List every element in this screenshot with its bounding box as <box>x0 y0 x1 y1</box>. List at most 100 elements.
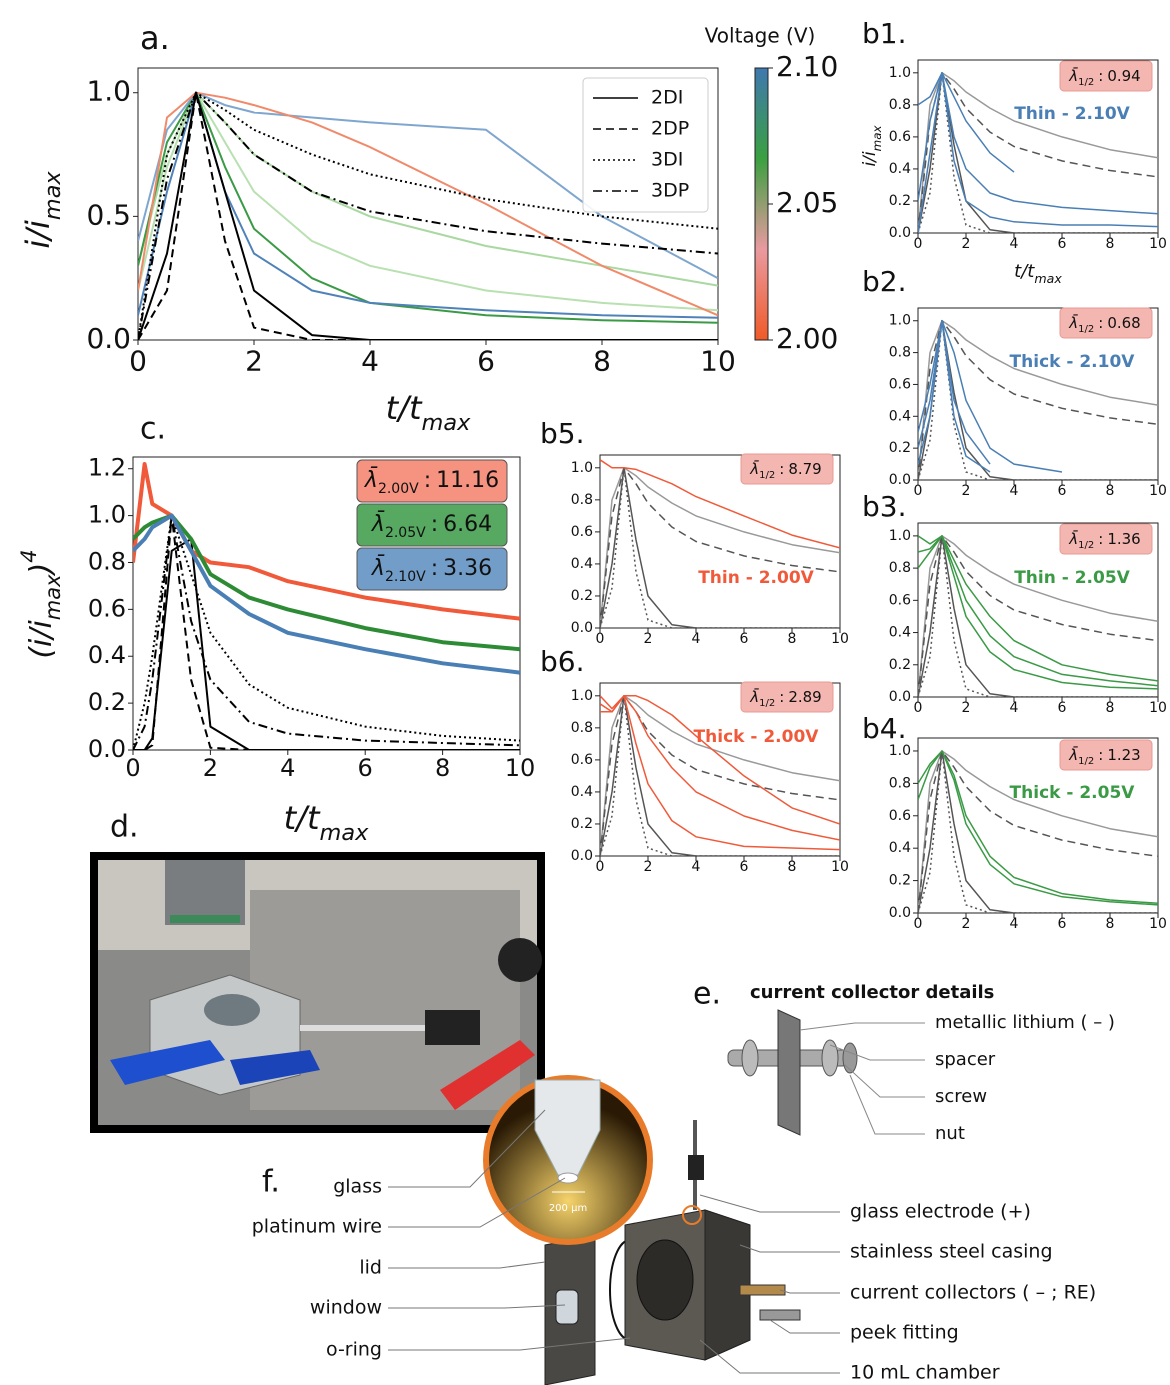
y-tick-label: 0.8 <box>889 97 911 113</box>
annotation: Thick - 2.10V <box>1010 352 1136 372</box>
stat-label: λ̄1/2:2.89 <box>749 687 821 709</box>
x-tick-label: 6 <box>740 631 749 647</box>
x-tick-label: 8 <box>1106 483 1115 499</box>
stat-symbol: λ̄ <box>371 555 385 581</box>
stat-value: 2.89 <box>788 688 821 706</box>
data-line <box>600 467 840 628</box>
data-line <box>918 535 1158 697</box>
stat-value: 11.16 <box>436 468 499 493</box>
panel-label: c. <box>140 412 166 447</box>
stat-box <box>1059 739 1153 771</box>
stat-sub: 1/2 <box>1078 756 1094 767</box>
stat-sub: 1/2 <box>1078 324 1094 335</box>
x-tick-label: 0 <box>914 236 923 252</box>
y-axis-label-part: max <box>40 171 66 221</box>
stat-sep: : <box>779 460 784 478</box>
x-axis-label: t/tmax <box>1014 261 1062 286</box>
y-axis-label-part: i/i <box>860 151 880 166</box>
x-tick-label: 10 <box>1149 236 1167 252</box>
part-label: metallic lithium ( – ) <box>935 1012 1115 1033</box>
x-tick-label: 4 <box>1010 700 1019 716</box>
part-label: lid <box>359 1257 382 1279</box>
panel-label: b6. <box>540 645 585 678</box>
y-tick-label: 1.0 <box>571 460 593 476</box>
x-tick-label: 10 <box>1149 916 1167 932</box>
x-tick-label: 10 <box>505 754 536 782</box>
x-tick-label: 2 <box>962 700 971 716</box>
y-tick-label: 1.0 <box>86 75 131 108</box>
colorbar-tick-label: 2.00 <box>776 322 838 355</box>
y-tick-label: 0.4 <box>889 408 911 424</box>
x-tick-label: 8 <box>593 344 611 377</box>
part-label: glass <box>333 1176 382 1198</box>
y-tick-label: 0.8 <box>571 720 593 736</box>
data-line <box>918 319 1158 480</box>
stat-sep: : <box>424 468 431 493</box>
stat-sub: 2.00V <box>378 481 419 497</box>
y-tick-label: 0.0 <box>889 905 911 921</box>
x-tick-label: 0 <box>914 916 923 932</box>
x-tick-label: 6 <box>1058 916 1067 932</box>
panel-label: b3. <box>862 490 907 523</box>
y-tick-label: 0.4 <box>571 784 593 800</box>
y-tick-label: 0.4 <box>889 625 911 641</box>
x-tick-label: 6 <box>740 859 749 875</box>
x-tick-label: 2 <box>962 483 971 499</box>
device-drawing <box>388 1075 840 1385</box>
y-tick-label: 0.5 <box>86 198 131 231</box>
data-line <box>133 513 520 675</box>
stat-symbol: λ̄ <box>1068 66 1078 85</box>
data-line <box>918 535 1158 690</box>
y-tick-label: 1.0 <box>889 65 911 81</box>
y-tick-label: 0.0 <box>889 689 911 705</box>
y-tick-label: 0.4 <box>571 556 593 572</box>
stat-sep: : <box>779 688 784 706</box>
panel-label: b1. <box>862 17 907 50</box>
data-line <box>133 513 520 652</box>
x-tick-label: 10 <box>1149 700 1167 716</box>
x-tick-label: 0 <box>596 631 605 647</box>
y-tick-label: 0.0 <box>88 735 126 763</box>
x-tick-label: 10 <box>831 631 849 647</box>
legend-box <box>582 77 709 213</box>
data-line <box>600 695 840 825</box>
y-tick-label: 0.6 <box>88 594 126 622</box>
x-tick-label: 8 <box>1106 236 1115 252</box>
y-axis-label: (i/imax)4 <box>17 549 65 658</box>
part-label: platinum wire <box>252 1216 382 1238</box>
stat-sub: 1/2 <box>1078 77 1094 88</box>
y-tick-label: 0.8 <box>889 560 911 576</box>
y-tick-label: 0.6 <box>889 129 911 145</box>
stat-box <box>740 453 834 485</box>
data-line <box>918 319 1158 480</box>
data-line <box>918 72 1158 233</box>
data-line <box>600 695 840 851</box>
stat-sub: 2.10V <box>385 569 426 585</box>
colorbar-tick-label: 2.05 <box>776 186 838 219</box>
y-tick-label: 0.0 <box>571 620 593 636</box>
y-tick-label: 0.0 <box>889 472 911 488</box>
x-tick-label: 2 <box>962 916 971 932</box>
x-tick-label: 0 <box>129 344 147 377</box>
stat-label: λ̄2.00V:11.16 <box>364 467 499 497</box>
data-line <box>600 695 840 856</box>
y-tick-label: 1.2 <box>88 454 126 482</box>
part-label: spacer <box>935 1049 996 1070</box>
stat-box <box>740 681 834 713</box>
stat-value: 3.36 <box>443 556 492 581</box>
x-tick-label: 4 <box>280 754 295 782</box>
y-tick-label: 0.6 <box>571 752 593 768</box>
y-axis-label-part: (i/i <box>24 620 59 659</box>
photo <box>90 852 545 1133</box>
stat-box <box>356 503 508 547</box>
stat-value: 8.79 <box>788 460 821 478</box>
panel-label: e. <box>693 977 721 1012</box>
y-tick-label: 0.8 <box>889 775 911 791</box>
x-tick-label: 2 <box>962 236 971 252</box>
x-tick-label: 8 <box>435 754 450 782</box>
y-axis-label-part: max <box>41 574 65 620</box>
x-tick-label: 10 <box>700 344 736 377</box>
annotation: Thin - 2.00V <box>698 568 814 588</box>
part-label: nut <box>935 1123 965 1144</box>
y-axis-label-part: max <box>870 124 884 151</box>
